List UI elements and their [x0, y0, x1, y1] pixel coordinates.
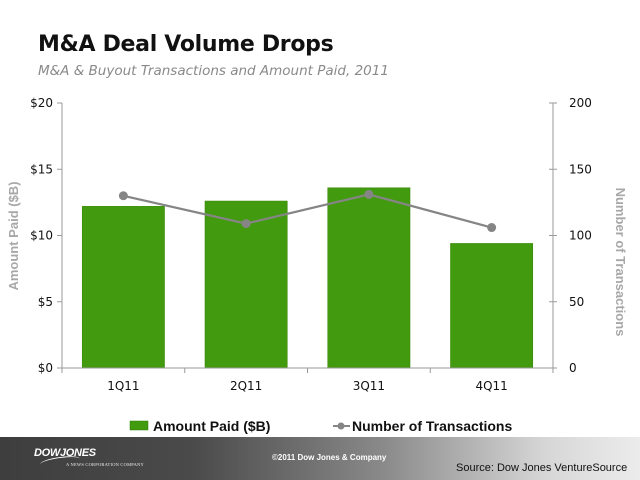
- point-2Q11: [241, 219, 251, 229]
- legend-label-transactions: Number of Transactions: [352, 418, 512, 434]
- copyright: ©2011 Dow Jones & Company: [272, 453, 387, 462]
- legend: Amount Paid ($B) Number of Transactions: [129, 418, 512, 434]
- left-tick-label: $0: [38, 361, 53, 375]
- x-axis: 1Q11 2Q11 3Q11 4Q11: [61, 367, 554, 393]
- legend-line-marker: [337, 422, 345, 430]
- legend-label-amount: Amount Paid ($B): [153, 418, 270, 434]
- logo-tagline: A NEWS CORPORATION COMPANY: [66, 462, 144, 467]
- x-tick-label: 2Q11: [230, 379, 262, 393]
- right-tick-label: 200: [569, 96, 592, 110]
- right-tick-label: 150: [569, 162, 592, 176]
- left-tick-label: $15: [30, 162, 53, 176]
- bar-3Q11: [327, 187, 411, 369]
- point-1Q11: [118, 191, 128, 201]
- bar-2Q11: [204, 200, 288, 369]
- chart-subtitle: M&A & Buyout Transactions and Amount Pai…: [38, 63, 389, 79]
- right-tick-label: 0: [569, 361, 577, 375]
- left-tick-label: $5: [38, 295, 53, 309]
- right-axis-title: Number of Transactions: [613, 188, 628, 337]
- left-axis: $0 $5 $10 $15 $20: [30, 96, 63, 375]
- bar-series: [81, 187, 534, 369]
- x-tick-label: 1Q11: [107, 379, 139, 393]
- chart-area: $0 $5 $10 $15 $20 0 50 100 150 200 1Q11 2Q11 3Q11 4…: [6, 96, 628, 434]
- dowjones-logo: DOWJONES: [34, 447, 96, 459]
- right-tick-label: 50: [569, 295, 584, 309]
- point-3Q11: [364, 189, 374, 199]
- right-axis: 0 50 100 150 200: [549, 96, 592, 375]
- right-tick-label: 100: [569, 229, 592, 243]
- line-series: [118, 189, 497, 233]
- x-tick-label: 3Q11: [353, 379, 385, 393]
- x-tick-label: 4Q11: [475, 379, 507, 393]
- footer: DOWJONES A NEWS CORPORATION COMPANY ©201…: [0, 437, 640, 480]
- point-4Q11: [487, 223, 497, 233]
- chart-title: M&A Deal Volume Drops: [38, 32, 334, 57]
- bar-4Q11: [450, 243, 534, 369]
- bar-1Q11: [81, 206, 165, 369]
- transactions-line: [123, 193, 492, 229]
- left-tick-label: $10: [30, 229, 53, 243]
- left-tick-label: $20: [30, 96, 53, 110]
- legend-bar-swatch: [129, 420, 149, 431]
- source-note: Source: Dow Jones VentureSource: [456, 462, 628, 474]
- left-axis-title: Amount Paid ($B): [6, 181, 21, 290]
